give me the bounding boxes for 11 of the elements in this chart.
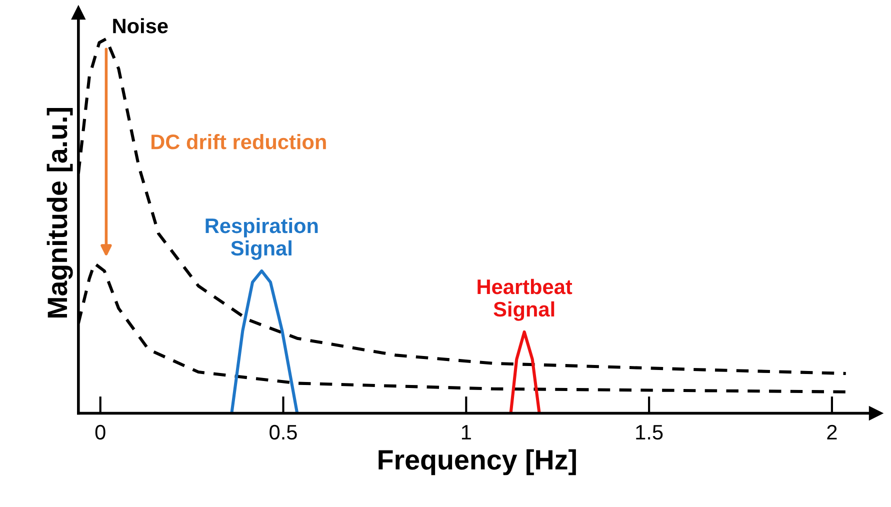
annotation: Noise xyxy=(113,18,168,34)
series-label: Respiration Signal xyxy=(206,218,318,260)
x-tick-label: 2 xyxy=(827,424,837,440)
y-axis-title: Magnitude [a.u.] xyxy=(46,108,73,318)
x-tick-label: 1.5 xyxy=(636,425,663,440)
annotation: DC drift reduction xyxy=(152,134,326,150)
x-tick-label: 0.5 xyxy=(270,424,297,440)
x-tick-label: 1 xyxy=(462,425,471,440)
x-tick-label: 0 xyxy=(95,424,106,440)
series-label: Heartbeat Signal xyxy=(478,278,572,321)
x-axis-title: Frequency [Hz] xyxy=(378,449,576,476)
